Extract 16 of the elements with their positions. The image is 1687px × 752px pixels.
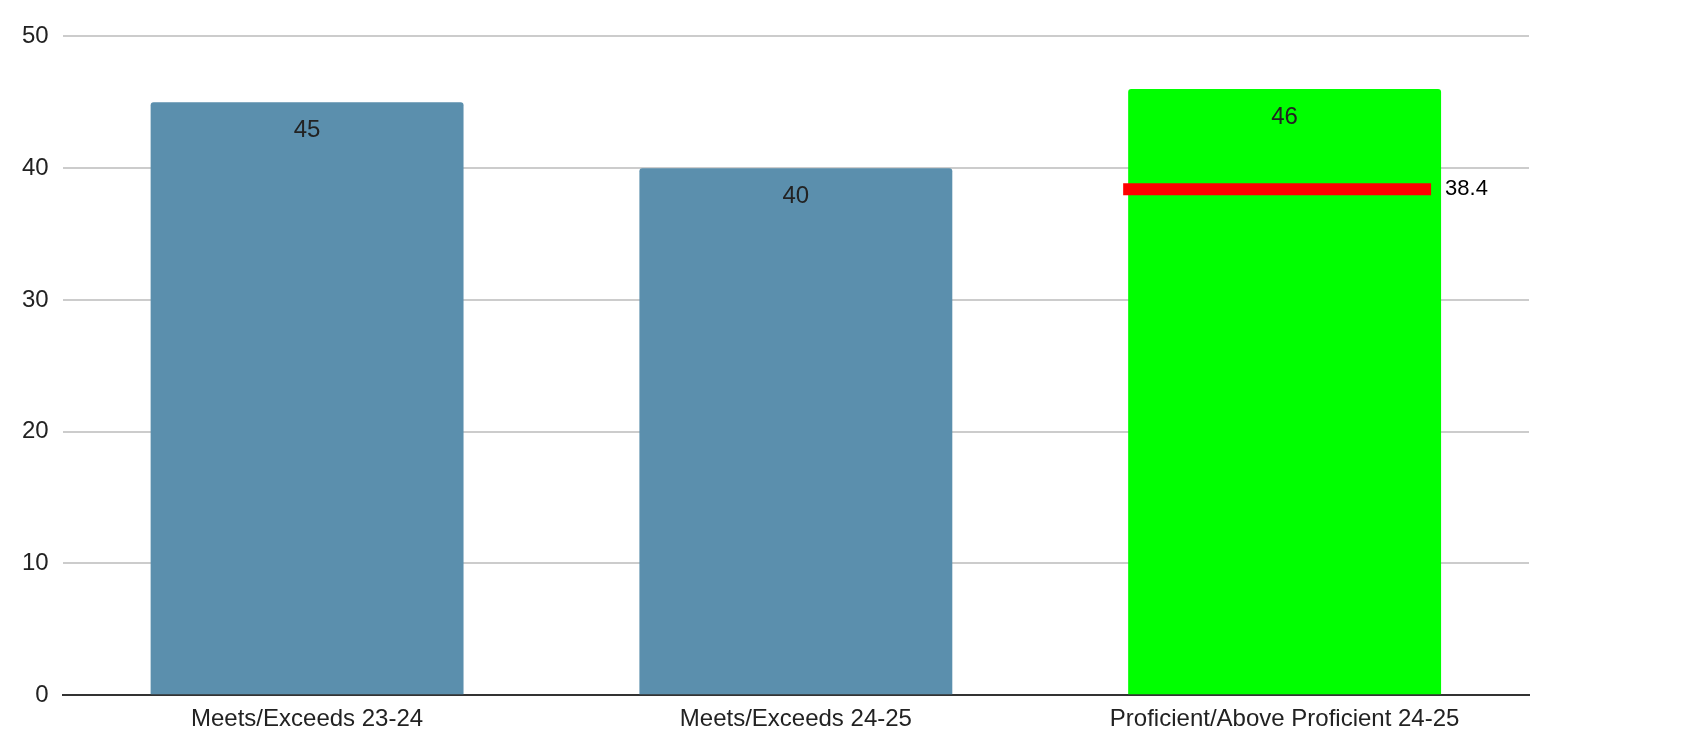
y-tick-label: 10 — [21, 548, 49, 576]
bar — [150, 102, 464, 695]
x-tick-label: Meets/Exceeds 24-25 — [679, 704, 912, 732]
data-label: 40 — [782, 180, 810, 208]
y-tick-label: 30 — [21, 284, 49, 312]
y-tick-label: 40 — [21, 152, 49, 180]
y-tick-label: 20 — [21, 416, 49, 444]
y-tick-label: 0 — [35, 679, 49, 707]
bar — [639, 168, 953, 695]
data-label: 45 — [293, 114, 321, 142]
bar — [1128, 89, 1442, 695]
x-tick-label: Meets/Exceeds 23-24 — [191, 704, 424, 732]
data-label: 46 — [1271, 101, 1298, 129]
y-tick-label: 50 — [21, 21, 49, 49]
ref-line-label: 38.4 — [1445, 175, 1488, 201]
x-tick-label: Proficient/Above Proficient 24-25 — [1109, 704, 1460, 732]
